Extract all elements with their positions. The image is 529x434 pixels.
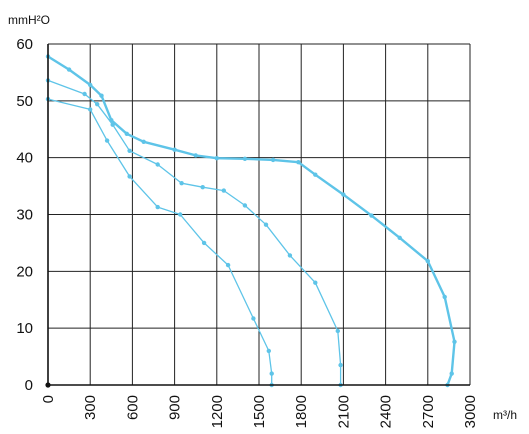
curve-3-point-4 [155, 204, 160, 210]
axes-group [45, 44, 470, 388]
x-tick-label-2400: 2400 [378, 395, 395, 428]
curve-2-point-8 [221, 188, 226, 193]
curve-2-point-11 [287, 253, 293, 258]
curve-3-point-3 [127, 174, 132, 179]
y-tick-label-10: 10 [16, 320, 33, 337]
curve-2-point-10 [263, 222, 269, 227]
curve-1-point-9 [214, 156, 219, 161]
y-axis-unit-label: mmH²O [8, 13, 50, 27]
curve-1-point-2 [88, 82, 93, 88]
curve-1-point-18 [442, 294, 447, 300]
curve-3-point-2 [104, 138, 110, 143]
x-tick-label-3000: 3000 [462, 395, 479, 428]
curve-3-point-10 [269, 371, 274, 376]
y-tick-label-0: 0 [25, 377, 33, 394]
x-tick-label-1200: 1200 [209, 395, 226, 428]
y-tick-label-40: 40 [16, 150, 33, 167]
curve-1-line [47, 55, 456, 386]
curve-1-point-20 [449, 371, 454, 376]
curve-1-point-19 [452, 339, 457, 344]
x-tick-label-600: 600 [124, 395, 141, 420]
curve-1-point-7 [172, 147, 177, 152]
curve-2-point-6 [179, 181, 184, 186]
x-tick-label-0: 0 [40, 395, 57, 403]
curve-1-point-17 [425, 258, 430, 264]
y-tick-label-50: 50 [16, 93, 33, 110]
curve-3-point-9 [266, 348, 271, 354]
curve-3-point-8 [251, 316, 256, 321]
x-tick-label-2700: 2700 [420, 395, 437, 428]
curve-2-point-1 [82, 91, 87, 97]
curve-3-point-7 [225, 262, 231, 268]
curve-2-point-3 [110, 122, 115, 127]
x-tick-label-1500: 1500 [251, 395, 268, 428]
curve-3-point-1 [88, 107, 93, 112]
y-tick-label-60: 60 [16, 36, 33, 53]
y-tick-labels: 0 10 20 30 40 50 60 [16, 36, 33, 394]
curve-3-point-6 [201, 240, 207, 246]
curve-1-point-6 [141, 139, 146, 144]
curve-1-point-15 [369, 213, 374, 218]
origin-marker [45, 382, 51, 388]
x-tick-label-900: 900 [167, 395, 184, 420]
x-tick-label-1800: 1800 [293, 395, 310, 428]
curve-1-point-13 [313, 172, 318, 177]
curve-2-point-9 [242, 203, 248, 208]
x-axis-unit-label: m³/h [493, 408, 517, 422]
x-tick-label-300: 300 [82, 395, 99, 420]
curve-2-line [47, 79, 342, 385]
curve-3-point-5 [178, 212, 183, 217]
curve-2-point-2 [95, 102, 100, 107]
curve-1-point-11 [270, 157, 276, 163]
curve-2-point-12 [313, 280, 318, 285]
grid-lines [48, 43, 471, 385]
curve-1-point-12 [296, 160, 301, 165]
y-tick-label-20: 20 [16, 263, 33, 280]
curve-1-point-1 [66, 67, 72, 72]
curves-group [45, 54, 457, 388]
curve-2-point-7 [200, 185, 205, 190]
y-tick-label-30: 30 [16, 207, 33, 224]
curve-1-point-14 [341, 192, 346, 197]
curve-2-point-4 [127, 148, 132, 153]
curve-1-point-10 [242, 156, 248, 161]
curve-3-line [47, 98, 273, 385]
curve-2-point-13 [335, 328, 340, 334]
curve-1-point-3 [99, 93, 104, 98]
curve-1-point-8 [193, 153, 198, 158]
curve-1-point-5 [124, 131, 129, 136]
x-tick-label-2100: 2100 [335, 395, 352, 428]
x-tick-labels: 0 300 600 900 1200 1500 1800 2100 2400 2700 3000 [40, 395, 479, 428]
curve-1-point-16 [397, 235, 402, 240]
curve-2-point-14 [338, 362, 343, 368]
curve-2-point-5 [155, 162, 160, 167]
